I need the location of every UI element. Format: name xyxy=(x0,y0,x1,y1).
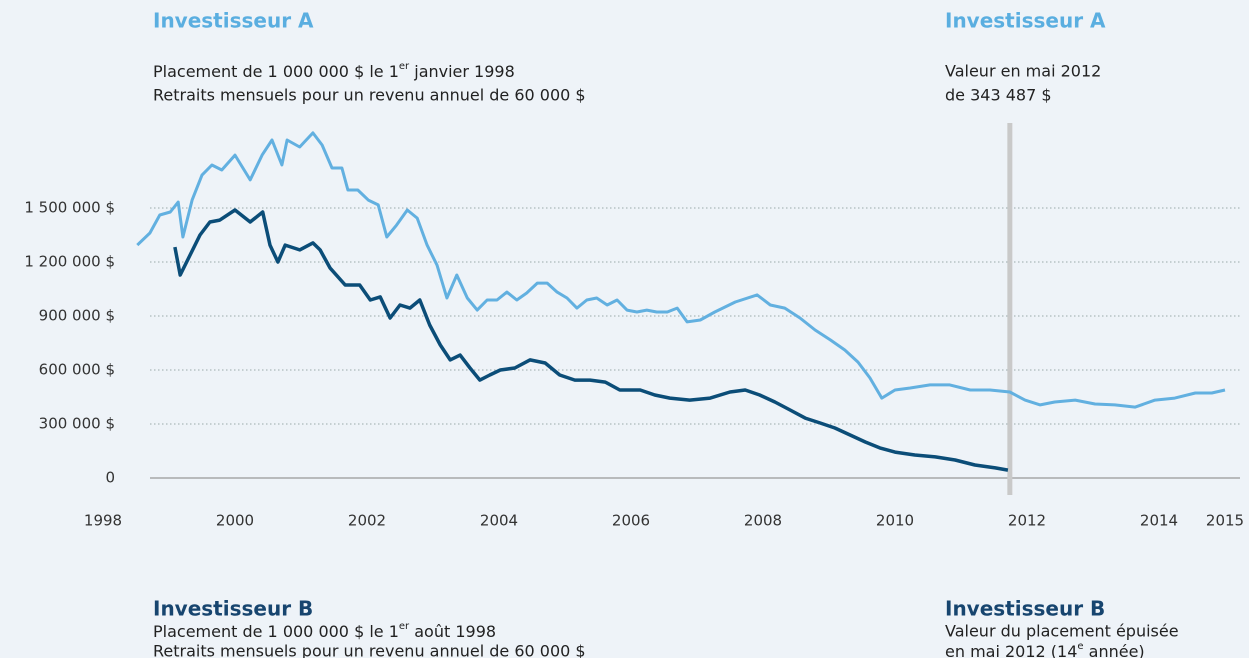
annotation-text: Placement de 1 000 000 $ le 1 xyxy=(153,622,399,641)
annotation-title: Investisseur B xyxy=(945,597,1105,621)
annotation-line: Placement de 1 000 000 $ le 1er août 199… xyxy=(153,621,496,641)
annotation-text: janvier 1998 xyxy=(409,62,515,81)
annotation-text: en mai 2012 (14 xyxy=(945,642,1077,658)
y-tick-label: 300 000 $ xyxy=(39,415,115,433)
x-tick-label: 2010 xyxy=(876,512,914,530)
x-tick-label: 1998 xyxy=(84,512,122,530)
annotation-line: Valeur en mai 2012 xyxy=(945,62,1101,81)
y-tick-label: 1 200 000 $ xyxy=(24,253,115,271)
annotation-text: er xyxy=(399,621,410,632)
annotation-text: e xyxy=(1077,641,1083,652)
y-tick-label: 0 xyxy=(105,469,115,487)
annotation-text: année) xyxy=(1084,642,1145,658)
y-tick-label: 1 500 000 $ xyxy=(24,199,115,217)
x-tick-label: 2002 xyxy=(348,512,386,530)
x-tick-label: 2000 xyxy=(216,512,254,530)
annotation-line: de 343 487 $ xyxy=(945,86,1052,105)
annotation-line: Valeur du placement épuisée xyxy=(945,622,1179,641)
annotation-line: Retraits mensuels pour un revenu annuel … xyxy=(153,642,586,658)
annotation-line: en mai 2012 (14e année) xyxy=(945,641,1145,658)
x-tick-label: 2008 xyxy=(744,512,782,530)
annotation-title: Investisseur B xyxy=(153,597,313,621)
annotation-line: Placement de 1 000 000 $ le 1er janvier … xyxy=(153,61,515,81)
series-line xyxy=(173,208,1009,472)
annotation-text: er xyxy=(399,61,410,72)
y-tick-label: 900 000 $ xyxy=(39,307,115,325)
annotation-text: août 1998 xyxy=(409,622,496,641)
series-line xyxy=(136,131,1226,409)
x-tick-label: 2014 xyxy=(1140,512,1178,530)
annotation-title: Investisseur A xyxy=(945,9,1106,33)
y-tick-label: 600 000 $ xyxy=(39,361,115,379)
annotation-title: Investisseur A xyxy=(153,9,314,33)
annotation-line: Retraits mensuels pour un revenu annuel … xyxy=(153,86,586,105)
x-tick-label: 2012 xyxy=(1008,512,1046,530)
x-tick-label: 2006 xyxy=(612,512,650,530)
x-tick-label: 2004 xyxy=(480,512,518,530)
x-tick-label: 2015 xyxy=(1206,512,1244,530)
annotation-text: Placement de 1 000 000 $ le 1 xyxy=(153,62,399,81)
